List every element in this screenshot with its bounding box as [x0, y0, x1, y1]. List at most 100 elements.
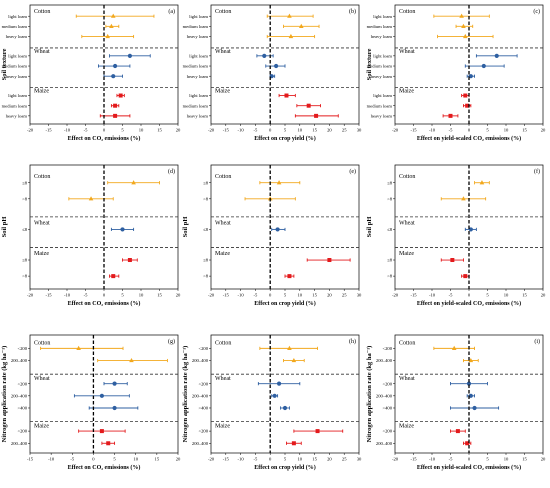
- mean-effect-point: [298, 23, 304, 28]
- x-tick-label: -20: [208, 457, 215, 462]
- x-tick-label: -15: [410, 293, 417, 298]
- category-tick-label: >8: [387, 196, 393, 201]
- group-label-wheat: Wheat: [34, 376, 50, 382]
- plot-frame: [210, 334, 360, 454]
- category-tick-label: medium loam: [183, 103, 209, 108]
- mean-effect-point: [118, 93, 123, 98]
- category-tick-label: >400: [383, 406, 393, 411]
- mean-effect-point: [112, 405, 117, 411]
- category-tick-label: ≤8: [387, 180, 393, 185]
- x-tick-label: 10: [298, 293, 303, 298]
- x-tick-label: -20: [208, 293, 215, 298]
- group-label-cotton: Cotton: [34, 341, 50, 347]
- mean-effect-point: [282, 405, 288, 411]
- x-tick-label: 0: [269, 293, 272, 298]
- category-tick-label: medium loam: [367, 103, 393, 108]
- x-tick-label: 10: [139, 293, 144, 298]
- x-tick-label: 20: [327, 128, 332, 133]
- x-tick-label: 10: [298, 128, 303, 133]
- x-axis-label: Effect on yield-scaled CO₂ emissions (%): [417, 464, 521, 471]
- category-tick-label: <200: [383, 346, 393, 351]
- mean-effect-point: [262, 53, 267, 58]
- mean-effect-point: [109, 23, 114, 28]
- category-tick-label: medium loam: [2, 24, 28, 29]
- mean-effect-point: [111, 74, 116, 79]
- category-tick-label: heavy loam: [6, 113, 28, 118]
- panel-label: (c): [533, 8, 540, 15]
- category-tick-label: <200: [18, 429, 28, 434]
- panel-label: (f): [534, 168, 540, 175]
- category-tick-label: >8: [387, 274, 393, 279]
- x-tick-label: 30: [357, 457, 362, 462]
- x-tick-label: -10: [429, 457, 436, 462]
- panel-label: (h): [349, 338, 356, 345]
- group-label-wheat: Wheat: [399, 49, 415, 55]
- x-tick-label: 15: [157, 293, 162, 298]
- x-axis-label: Effect on crop yield (%): [254, 135, 316, 142]
- x-tick-label: -15: [27, 457, 34, 462]
- group-label-maize: Maize: [399, 423, 414, 429]
- y-axis-label: Soil pH: [182, 217, 189, 238]
- group-label-cotton: Cotton: [215, 9, 231, 15]
- mean-effect-point: [272, 393, 277, 398]
- x-axis-label: Effect on CO₂ emissions (%): [68, 135, 141, 142]
- mean-effect-point: [459, 13, 464, 18]
- mean-effect-point: [494, 53, 499, 58]
- category-tick-label: ≤8: [203, 180, 209, 185]
- mean-effect-point: [127, 53, 132, 58]
- group-label-cotton: Cotton: [399, 9, 415, 15]
- panel-g: Cotton <200 200–400 Wheat <200 200–400 >400 Mai…: [1, 334, 181, 471]
- x-tick-label: -10: [238, 457, 245, 462]
- x-tick-label: 20: [176, 128, 181, 133]
- mean-effect-point: [88, 196, 94, 201]
- category-tick-label: light loam: [8, 93, 27, 98]
- mean-effect-point: [127, 258, 132, 263]
- category-tick-label: ≤8: [22, 180, 28, 185]
- x-tick-label: -20: [392, 128, 399, 133]
- mean-effect-point: [99, 429, 104, 434]
- x-tick-label: -15: [45, 293, 52, 298]
- x-tick-label: 5: [486, 128, 489, 133]
- category-tick-label: 200–400: [11, 358, 28, 363]
- mean-effect-point: [99, 393, 104, 398]
- category-tick-label: light loam: [189, 93, 208, 98]
- x-axis-label: Effect on yield-scaled CO₂ emissions (%): [417, 135, 521, 142]
- category-tick-label: medium loam: [183, 64, 209, 69]
- mean-effect-point: [468, 227, 473, 232]
- group-label-cotton: Cotton: [34, 174, 50, 180]
- mean-effect-point: [461, 196, 466, 201]
- category-tick-label: light loam: [8, 14, 27, 19]
- x-tick-label: -10: [48, 457, 55, 462]
- x-tick-label: 15: [312, 457, 317, 462]
- category-tick-label: ≤8: [203, 227, 209, 232]
- category-tick-label: >8: [22, 196, 28, 201]
- panel-label: (e): [349, 168, 356, 175]
- category-tick-label: ≤8: [387, 258, 393, 263]
- x-tick-label: -5: [84, 128, 89, 133]
- group-label-cotton: Cotton: [215, 341, 231, 347]
- category-tick-label: light loam: [373, 53, 392, 58]
- mean-effect-point: [276, 381, 282, 386]
- group-label-maize: Maize: [34, 88, 49, 94]
- category-tick-label: >8: [203, 196, 209, 201]
- x-tick-label: 5: [113, 457, 116, 462]
- category-tick-label: <200: [383, 429, 393, 434]
- mean-effect-point: [465, 103, 470, 108]
- mean-effect-point: [327, 258, 332, 263]
- group-label-cotton: Cotton: [215, 174, 231, 180]
- category-tick-label: heavy loam: [6, 34, 28, 39]
- mean-effect-point: [463, 274, 468, 279]
- mean-effect-point: [129, 357, 134, 363]
- x-tick-label: 5: [284, 293, 287, 298]
- mean-effect-point: [276, 180, 282, 185]
- y-axis-label: Soil pH: [366, 217, 373, 238]
- mean-effect-point: [120, 227, 125, 232]
- group-label-maize: Maize: [34, 423, 49, 429]
- x-tick-label: -20: [208, 128, 215, 133]
- x-tick-label: 20: [176, 293, 181, 298]
- x-tick-label: 20: [176, 457, 181, 462]
- category-tick-label: <200: [18, 381, 28, 386]
- x-tick-label: 10: [139, 128, 144, 133]
- category-tick-label: heavy loam: [187, 113, 209, 118]
- x-tick-label: -10: [429, 128, 436, 133]
